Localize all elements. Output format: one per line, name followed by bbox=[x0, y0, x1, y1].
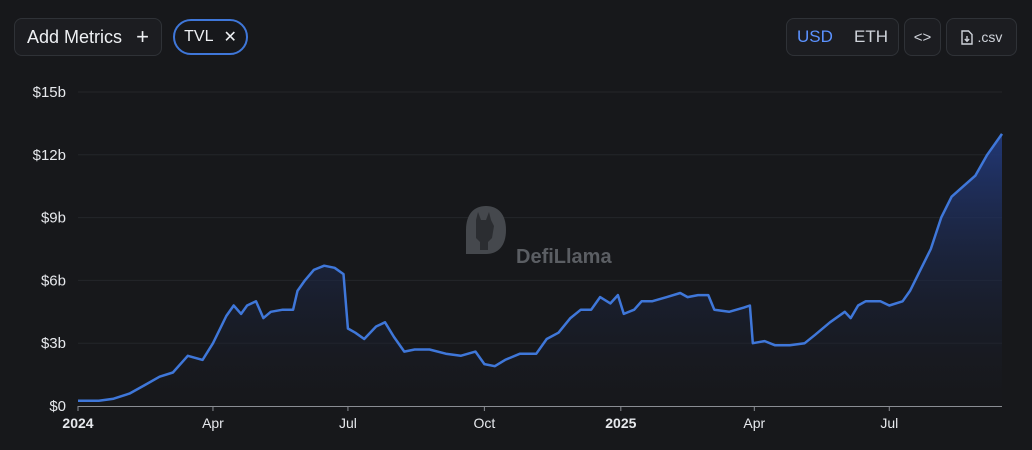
x-icon[interactable]: ✕ bbox=[223, 29, 237, 46]
watermark-text: DefiLlama bbox=[516, 246, 612, 268]
x-tick-label: Jul bbox=[880, 415, 898, 431]
x-tick-label: 2024 bbox=[62, 415, 93, 431]
chart-toolbar: Add Metrics + TVL ✕ USD ETH <> .csv bbox=[0, 0, 1032, 70]
code-icon: <> bbox=[913, 28, 932, 46]
metric-chip-tvl[interactable]: TVL ✕ bbox=[173, 19, 248, 55]
y-tick-label: $9b bbox=[41, 210, 66, 227]
file-download-icon bbox=[960, 29, 973, 45]
x-tick-label: Jul bbox=[339, 415, 357, 431]
tvl-series-line bbox=[78, 133, 1004, 403]
y-tick-label: $12b bbox=[33, 147, 66, 164]
x-axis: 2024 Apr Jul Oct 2025 Apr Jul bbox=[62, 406, 898, 431]
metric-chip-label: TVL bbox=[184, 28, 214, 45]
x-tick-label: Oct bbox=[473, 415, 495, 431]
x-tick-label: Apr bbox=[743, 415, 765, 431]
embed-button[interactable]: <> bbox=[904, 18, 941, 56]
tvl-area-fill bbox=[78, 133, 1002, 406]
x-tick-label: 2025 bbox=[605, 415, 636, 431]
currency-option-eth[interactable]: ETH bbox=[854, 27, 888, 46]
csv-label: .csv bbox=[977, 29, 1003, 45]
add-metrics-button[interactable]: Add Metrics + bbox=[14, 18, 162, 56]
add-metrics-label: Add Metrics bbox=[27, 26, 123, 47]
y-tick-label: $0 bbox=[49, 398, 66, 415]
csv-download-button[interactable]: .csv bbox=[946, 18, 1017, 56]
currency-option-usd[interactable]: USD bbox=[797, 27, 833, 46]
y-tick-label: $6b bbox=[41, 272, 66, 289]
y-axis: $0 $3b $6b $9b $12b $15b bbox=[33, 84, 66, 415]
llama-logo-icon bbox=[466, 206, 506, 254]
y-tick-label: $3b bbox=[41, 335, 66, 352]
x-tick-label: Apr bbox=[202, 415, 224, 431]
currency-toggle: USD ETH bbox=[786, 18, 899, 56]
y-tick-label: $15b bbox=[33, 84, 66, 101]
tvl-area-chart: $0 $3b $6b $9b $12b $15b DefiLlama 2024 Apr Jul… bbox=[33, 84, 1004, 431]
watermark: DefiLlama bbox=[466, 206, 612, 268]
plus-icon: + bbox=[136, 24, 149, 49]
